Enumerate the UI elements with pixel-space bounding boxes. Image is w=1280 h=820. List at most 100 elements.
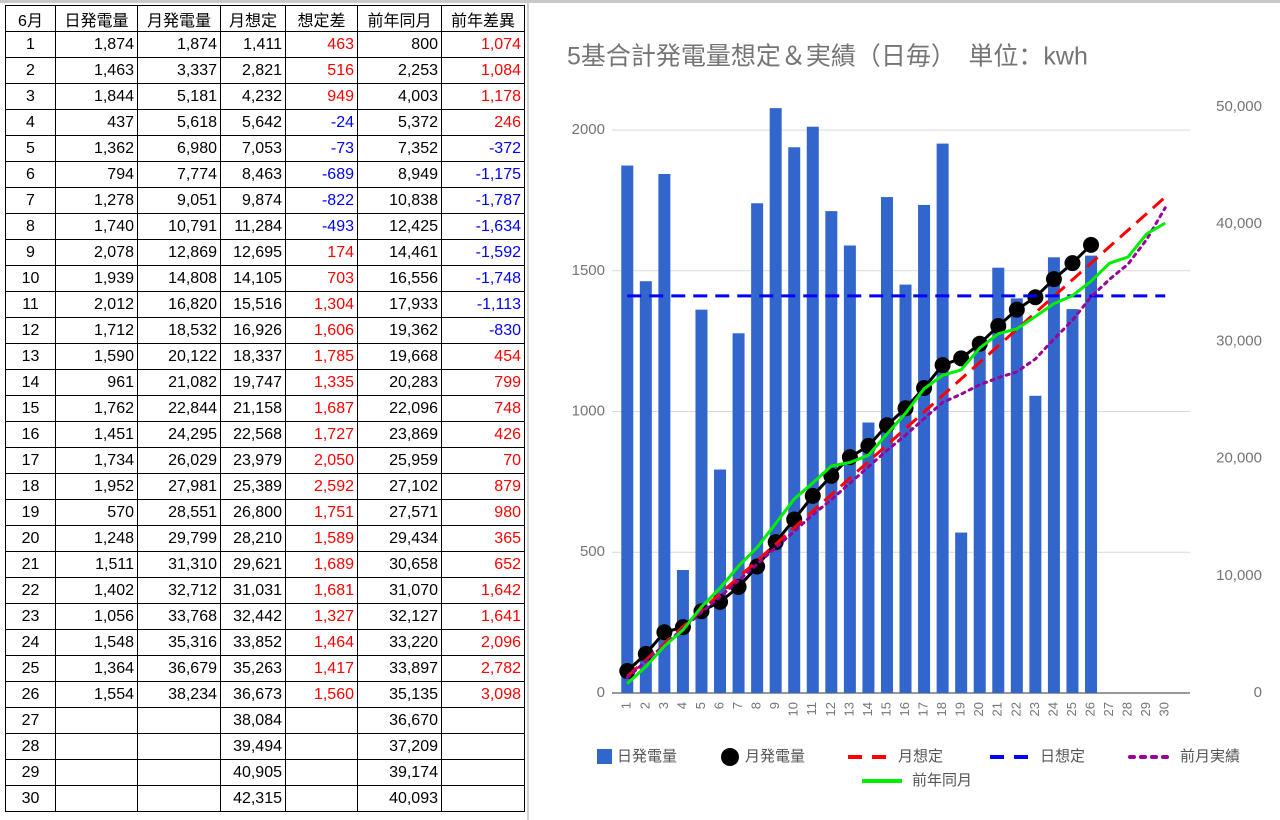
x-tick-label: 10 bbox=[786, 702, 801, 716]
table-cell: 29,434 bbox=[357, 525, 442, 552]
bar bbox=[695, 309, 708, 693]
table-cell: 19,668 bbox=[357, 343, 442, 370]
table-cell: 2,096 bbox=[441, 629, 525, 656]
table-row: 3 1,844 5,181 4,232 949 4,003 1,178 bbox=[5, 83, 525, 110]
series-dot bbox=[1083, 236, 1100, 253]
table-cell: 33,852 bbox=[220, 629, 286, 656]
x-tick-label: 19 bbox=[953, 702, 968, 716]
table-cell: 1,751 bbox=[285, 499, 358, 526]
table-cell: 1,641 bbox=[441, 603, 525, 630]
table-cell: 6,980 bbox=[137, 135, 221, 162]
table-cell bbox=[137, 785, 221, 812]
x-tick-label: 29 bbox=[1138, 702, 1153, 716]
table-cell: 22,844 bbox=[137, 395, 221, 422]
legend-swatch bbox=[721, 748, 739, 766]
bar bbox=[1047, 257, 1060, 693]
table-cell: 29 bbox=[5, 759, 56, 786]
legend-label: 前年同月 bbox=[912, 772, 972, 789]
x-tick-label: 4 bbox=[674, 702, 689, 709]
x-tick-label: 30 bbox=[1157, 702, 1172, 716]
table-cell: 24 bbox=[5, 629, 56, 656]
table-cell: 800 bbox=[357, 31, 442, 58]
table-cell: 12,425 bbox=[357, 213, 442, 240]
table-cell: 38,234 bbox=[137, 681, 221, 708]
table-cell: 36,679 bbox=[137, 655, 221, 682]
table-cell: 1,178 bbox=[441, 83, 525, 110]
table-cell: -822 bbox=[285, 187, 358, 214]
table-cell: 1,606 bbox=[285, 317, 358, 344]
bar bbox=[936, 143, 949, 693]
table-cell: 1,548 bbox=[55, 629, 138, 656]
table-cell: 3,337 bbox=[137, 57, 221, 84]
table-cell bbox=[55, 785, 138, 812]
header-cell: 想定差 bbox=[285, 5, 358, 32]
table-cell: 11 bbox=[5, 291, 56, 318]
table-cell: 25 bbox=[5, 655, 56, 682]
table-row: 4 437 5,618 5,642 -24 5,372 246 bbox=[5, 109, 525, 136]
table-cell: 36,670 bbox=[357, 707, 442, 734]
series-dot bbox=[934, 357, 951, 374]
table-row: 8 1,740 10,791 11,284 -493 12,425 -1,634 bbox=[5, 213, 525, 240]
header-cell: 日発電量 bbox=[55, 5, 138, 32]
y-tick-label: 1000 bbox=[572, 403, 605, 420]
table-cell: 703 bbox=[285, 265, 358, 292]
table-cell: 32,442 bbox=[220, 603, 286, 630]
bar bbox=[769, 108, 782, 693]
bar bbox=[639, 281, 652, 693]
table-cell: 3,098 bbox=[441, 681, 525, 708]
table-cell: 1,402 bbox=[55, 577, 138, 604]
table-cell: 8,949 bbox=[357, 161, 442, 188]
header-cell: 6月 bbox=[5, 5, 56, 32]
series-dot bbox=[897, 400, 914, 417]
series-dot bbox=[767, 534, 784, 551]
bar bbox=[1066, 309, 1079, 693]
y2-tick-label: 0 bbox=[1254, 684, 1262, 701]
table-cell: 20,283 bbox=[357, 369, 442, 396]
table-row: 20 1,248 29,799 28,210 1,589 29,434 365 bbox=[5, 525, 525, 552]
table-row: 12 1,712 18,532 16,926 1,606 19,362 -830 bbox=[5, 317, 525, 344]
table-cell: 27,571 bbox=[357, 499, 442, 526]
table-cell: 30 bbox=[5, 785, 56, 812]
table-cell: 1,687 bbox=[285, 395, 358, 422]
table-cell: 9,874 bbox=[220, 187, 286, 214]
table-cell: 35,263 bbox=[220, 655, 286, 682]
table-cell: 27 bbox=[5, 707, 56, 734]
table-cell: 33,768 bbox=[137, 603, 221, 630]
table-cell: 16,926 bbox=[220, 317, 286, 344]
table-cell: 1 bbox=[5, 31, 56, 58]
table-cell: 1,642 bbox=[441, 577, 525, 604]
table-cell: 5,642 bbox=[220, 109, 286, 136]
table-cell: 40,093 bbox=[357, 785, 442, 812]
table-cell: 23,869 bbox=[357, 421, 442, 448]
table-cell: 748 bbox=[441, 395, 525, 422]
bar bbox=[992, 267, 1005, 693]
table-row: 19 570 28,551 26,800 1,751 27,571 980 bbox=[5, 499, 525, 526]
header-cell: 月想定 bbox=[220, 5, 286, 32]
table-row: 18 1,952 27,981 25,389 2,592 27,102 879 bbox=[5, 473, 525, 500]
table-cell: 5,181 bbox=[137, 83, 221, 110]
table-cell: 7 bbox=[5, 187, 56, 214]
table-cell: -1,634 bbox=[441, 213, 525, 240]
table-cell: 19,747 bbox=[220, 369, 286, 396]
bar bbox=[955, 532, 968, 693]
table-cell: 28,551 bbox=[137, 499, 221, 526]
table-cell: -1,175 bbox=[441, 161, 525, 188]
table-cell: 426 bbox=[441, 421, 525, 448]
table-row: 15 1,762 22,844 21,158 1,687 22,096 748 bbox=[5, 395, 525, 422]
sheet-table: 6月 日発電量 月発電量 月想定 想定差 前年同月 前年差異 1 1,874 1,874 1,41… bbox=[5, 5, 525, 812]
table-cell: 3 bbox=[5, 83, 56, 110]
table-row: 14 961 21,082 19,747 1,335 20,283 799 bbox=[5, 369, 525, 396]
table-cell: 2,078 bbox=[55, 239, 138, 266]
table-cell: 22,096 bbox=[357, 395, 442, 422]
table-cell: 16 bbox=[5, 421, 56, 448]
table-cell: 15,516 bbox=[220, 291, 286, 318]
table-cell: 23 bbox=[5, 603, 56, 630]
table-cell: 21,082 bbox=[137, 369, 221, 396]
table-cell: 36,673 bbox=[220, 681, 286, 708]
table-row: 30 42,315 40,093 bbox=[5, 785, 525, 812]
table-row: 22 1,402 32,712 31,031 1,681 31,070 1,642 bbox=[5, 577, 525, 604]
table-cell bbox=[285, 707, 358, 734]
table-cell: 365 bbox=[441, 525, 525, 552]
y2-tick-label: 10,000 bbox=[1216, 567, 1262, 584]
x-tick-label: 13 bbox=[841, 702, 856, 716]
